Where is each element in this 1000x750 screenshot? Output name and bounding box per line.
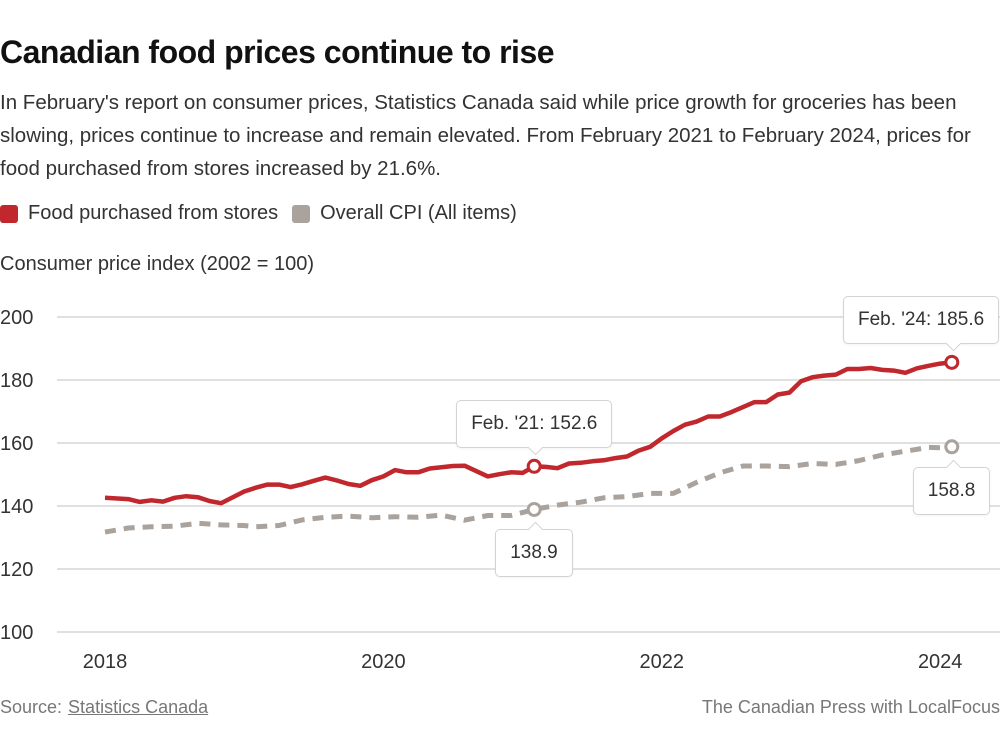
data-point-marker[interactable] <box>526 501 542 517</box>
annotation-label: Feb. '24: 185.6 <box>843 296 1000 345</box>
data-point-marker[interactable] <box>944 354 960 370</box>
y-tick-label: 140 <box>0 496 33 518</box>
chart-title: Canadian food prices continue to rise <box>0 34 555 70</box>
y-tick-label: 180 <box>0 370 33 392</box>
series-line-food <box>104 360 953 506</box>
y-tick-labels: 100 120 140 160 180 200 <box>0 307 33 644</box>
legend-item-food[interactable]: Food purchased from stores <box>0 202 278 225</box>
data-point-marker[interactable] <box>944 439 960 455</box>
legend-swatch-food <box>0 204 18 223</box>
y-tick-label: 160 <box>0 433 33 455</box>
y-tick-label: 120 <box>0 559 33 581</box>
source-prefix: Source: <box>0 697 63 717</box>
legend: Food purchased from stores Overall CPI (… <box>0 202 531 225</box>
x-tick-labels: 2018 2020 2022 2024 <box>83 651 963 673</box>
source-note: Source: Statistics Canada <box>0 697 208 718</box>
y-tick-label: 200 <box>0 307 33 329</box>
x-tick-label: 2022 <box>640 651 685 673</box>
legend-label-food: Food purchased from stores <box>28 202 279 224</box>
y-tick-label: 100 <box>0 622 33 644</box>
credit: The Canadian Press with LocalFocus <box>701 697 1000 717</box>
series-line-cpi <box>104 444 952 535</box>
chart-subtitle: In February's report on consumer prices,… <box>0 91 971 180</box>
y-axis-label: Consumer price index (2002 = 100) <box>0 253 315 275</box>
x-tick-label: 2018 <box>83 651 128 673</box>
legend-item-cpi[interactable]: Overall CPI (All items) <box>292 202 517 225</box>
source-link[interactable]: Statistics Canada <box>68 697 209 717</box>
x-tick-label: 2020 <box>361 651 406 673</box>
x-tick-label: 2024 <box>918 651 963 673</box>
data-point-marker[interactable] <box>526 458 542 474</box>
series-markers <box>526 354 960 517</box>
legend-label-cpi: Overall CPI (All items) <box>320 202 517 224</box>
annotation-label: 138.9 <box>495 529 573 578</box>
series-lines <box>104 360 953 535</box>
annotation-label: Feb. '21: 152.6 <box>456 400 613 449</box>
legend-swatch-cpi <box>292 204 311 223</box>
gridlines <box>57 316 1000 633</box>
annotation-label: 158.8 <box>912 466 991 515</box>
